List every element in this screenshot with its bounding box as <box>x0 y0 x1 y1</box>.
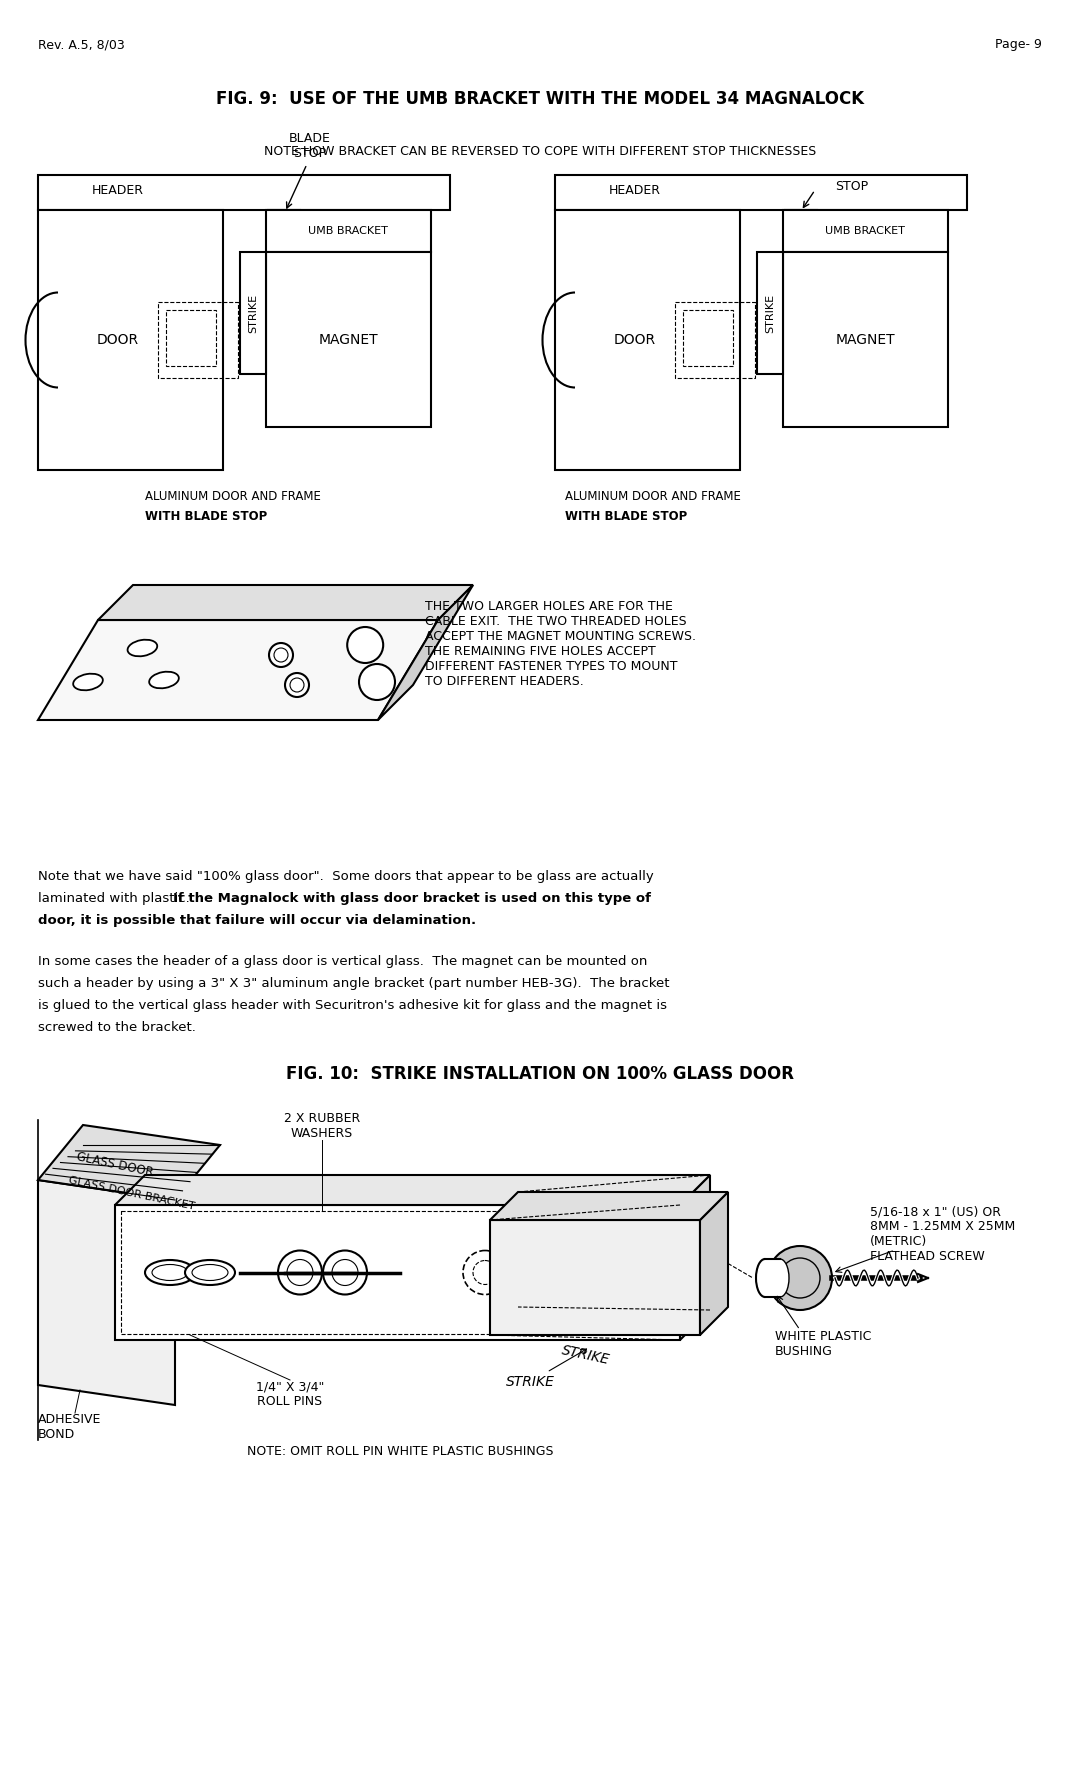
Text: Page- 9: Page- 9 <box>995 37 1042 52</box>
Bar <box>675 302 755 379</box>
Text: WITH BLADE STOP: WITH BLADE STOP <box>565 510 687 523</box>
Bar <box>114 1205 680 1341</box>
Text: Note that we have said "100% glass door".  Some doors that appear to be glass ar: Note that we have said "100% glass door"… <box>38 869 653 884</box>
Circle shape <box>768 1246 832 1310</box>
Bar <box>266 210 431 252</box>
Text: WHITE PLASTIC
BUSHING: WHITE PLASTIC BUSHING <box>775 1330 872 1358</box>
Ellipse shape <box>145 1261 195 1285</box>
Text: UMB BRACKET: UMB BRACKET <box>308 226 388 236</box>
Polygon shape <box>38 1125 220 1200</box>
Circle shape <box>269 644 293 667</box>
Bar <box>785 210 816 236</box>
Text: FIG. 10:  STRIKE INSTALLATION ON 100% GLASS DOOR: FIG. 10: STRIKE INSTALLATION ON 100% GLA… <box>286 1065 794 1083</box>
Circle shape <box>323 1250 367 1294</box>
Ellipse shape <box>127 640 158 656</box>
Bar <box>240 252 266 373</box>
Text: MAGNET: MAGNET <box>835 332 895 347</box>
Circle shape <box>332 1259 357 1285</box>
Text: 1/4" X 3/4"
ROLL PINS: 1/4" X 3/4" ROLL PINS <box>256 1380 324 1408</box>
Text: screwed to the bracket.: screwed to the bracket. <box>38 1021 195 1035</box>
Ellipse shape <box>185 1261 235 1285</box>
Text: If the Magnalock with glass door bracket is used on this type of: If the Magnalock with glass door bracket… <box>173 893 651 905</box>
Bar <box>783 252 948 427</box>
Polygon shape <box>38 1181 175 1405</box>
Bar <box>166 309 216 366</box>
Text: ALUMINUM DOOR AND FRAME: ALUMINUM DOOR AND FRAME <box>565 491 741 503</box>
Bar <box>765 1259 780 1296</box>
Circle shape <box>780 1259 820 1298</box>
Text: DOOR: DOOR <box>97 332 139 347</box>
Text: HEADER: HEADER <box>609 183 661 197</box>
Text: ADHESIVE
BOND: ADHESIVE BOND <box>38 1414 102 1440</box>
Ellipse shape <box>771 1259 789 1296</box>
Circle shape <box>359 663 395 701</box>
Circle shape <box>278 1250 322 1294</box>
Text: Rev. A.5, 8/03: Rev. A.5, 8/03 <box>38 37 125 52</box>
Circle shape <box>274 647 288 661</box>
Bar <box>38 174 450 210</box>
Text: FIG. 9:  USE OF THE UMB BRACKET WITH THE MODEL 34 MAGNALOCK: FIG. 9: USE OF THE UMB BRACKET WITH THE … <box>216 91 864 108</box>
Text: WITH BLADE STOP: WITH BLADE STOP <box>145 510 267 523</box>
Text: such a header by using a 3" X 3" aluminum angle bracket (part number HEB-3G).  T: such a header by using a 3" X 3" aluminu… <box>38 976 670 990</box>
Text: ALUMINUM DOOR AND FRAME: ALUMINUM DOOR AND FRAME <box>145 491 321 503</box>
Text: STOP: STOP <box>835 180 868 192</box>
Text: In some cases the header of a glass door is vertical glass.  The magnet can be m: In some cases the header of a glass door… <box>38 955 647 967</box>
Text: NOTE: OMIT ROLL PIN WHITE PLASTIC BUSHINGS: NOTE: OMIT ROLL PIN WHITE PLASTIC BUSHIN… <box>246 1446 553 1458</box>
Ellipse shape <box>152 1264 188 1280</box>
Text: STRIKE: STRIKE <box>248 293 258 332</box>
Text: 2 X RUBBER
WASHERS: 2 X RUBBER WASHERS <box>284 1111 360 1140</box>
Text: NOTE HOW BRACKET CAN BE REVERSED TO COPE WITH DIFFERENT STOP THICKNESSES: NOTE HOW BRACKET CAN BE REVERSED TO COPE… <box>264 146 816 158</box>
Text: HEADER: HEADER <box>92 183 144 197</box>
Text: DOOR: DOOR <box>613 332 656 347</box>
Text: UMB BRACKET: UMB BRACKET <box>825 226 905 236</box>
Ellipse shape <box>73 674 103 690</box>
Text: THE TWO LARGER HOLES ARE FOR THE
CABLE EXIT.  THE TWO THREADED HOLES
ACCEPT THE : THE TWO LARGER HOLES ARE FOR THE CABLE E… <box>426 599 696 688</box>
Polygon shape <box>700 1191 728 1335</box>
Polygon shape <box>114 1175 710 1205</box>
Polygon shape <box>98 585 473 621</box>
Ellipse shape <box>149 672 179 688</box>
Circle shape <box>347 628 383 663</box>
Bar <box>555 210 740 469</box>
Text: door, it is possible that failure will occur via delamination.: door, it is possible that failure will o… <box>38 914 476 926</box>
Circle shape <box>287 1259 313 1285</box>
Circle shape <box>285 674 309 697</box>
Polygon shape <box>680 1175 710 1341</box>
Bar <box>490 1220 700 1335</box>
Ellipse shape <box>192 1264 228 1280</box>
Bar <box>121 1211 674 1334</box>
Bar <box>266 252 431 427</box>
Bar <box>783 210 948 252</box>
Bar <box>38 210 222 469</box>
Text: GLASS DOOR BRACKET: GLASS DOOR BRACKET <box>68 1175 195 1211</box>
Circle shape <box>291 677 303 692</box>
Ellipse shape <box>756 1259 774 1296</box>
Bar <box>268 210 300 258</box>
Text: laminated with plastic.: laminated with plastic. <box>38 893 199 905</box>
Text: STRIKE: STRIKE <box>505 1350 586 1389</box>
Text: 5/16-18 x 1" (US) OR
8MM - 1.25MM X 25MM
(METRIC)
FLATHEAD SCREW: 5/16-18 x 1" (US) OR 8MM - 1.25MM X 25MM… <box>870 1205 1015 1262</box>
Text: MAGNET: MAGNET <box>319 332 378 347</box>
Bar <box>555 174 967 210</box>
Bar <box>683 309 733 366</box>
Polygon shape <box>490 1191 728 1220</box>
Text: is glued to the vertical glass header with Securitron's adhesive kit for glass a: is glued to the vertical glass header wi… <box>38 999 667 1012</box>
Polygon shape <box>378 585 473 720</box>
Bar <box>757 252 783 373</box>
Text: GLASS DOOR: GLASS DOOR <box>75 1150 154 1179</box>
Polygon shape <box>38 621 438 720</box>
Text: STRIKE: STRIKE <box>765 293 775 332</box>
Text: STRIKE: STRIKE <box>561 1342 610 1367</box>
Bar <box>158 302 238 379</box>
Text: BLADE
STOP: BLADE STOP <box>289 132 330 160</box>
